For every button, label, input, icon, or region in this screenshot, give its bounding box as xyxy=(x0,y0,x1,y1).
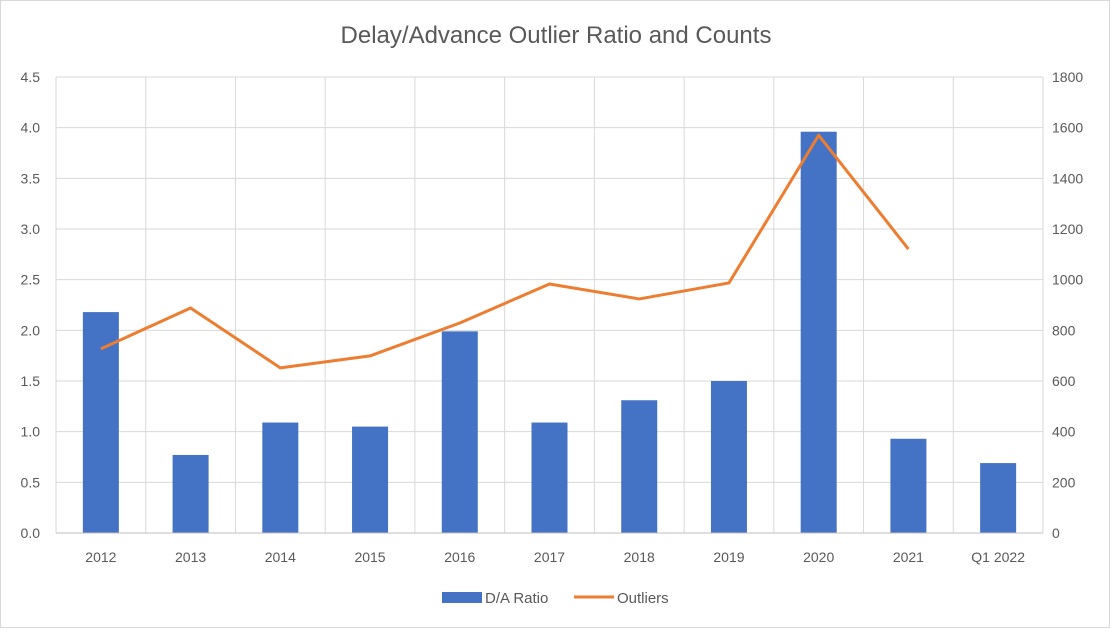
x-tick-label: 2020 xyxy=(803,549,834,565)
y-left-tick-label: 2.0 xyxy=(21,322,41,338)
bar-2019 xyxy=(711,381,747,533)
y-right-tick-label: 0 xyxy=(1052,525,1060,541)
y-right-tick-label: 200 xyxy=(1052,474,1076,490)
y-right-tick-label: 1800 xyxy=(1052,69,1083,85)
y-right-tick-label: 400 xyxy=(1052,424,1076,440)
bar-2015 xyxy=(352,427,388,533)
x-tick-label: 2013 xyxy=(175,549,206,565)
y-left-tick-label: 4.5 xyxy=(21,69,41,85)
bar-2014 xyxy=(262,423,298,533)
chart-title: Delay/Advance Outlier Ratio and Counts xyxy=(341,22,772,49)
y-left-tick-label: 0.0 xyxy=(21,525,41,541)
bar-2018 xyxy=(621,400,657,533)
legend-label-outliers: Outliers xyxy=(617,590,669,607)
y-right-tick-label: 1400 xyxy=(1052,170,1083,186)
y-left-tick-label: 4.0 xyxy=(21,120,41,136)
x-tick-label: 2016 xyxy=(444,549,475,565)
y-left-tick-label: 1.0 xyxy=(21,424,41,440)
x-tick-label: 2014 xyxy=(265,549,296,565)
x-tick-label: 2015 xyxy=(354,549,385,565)
x-tick-label: 2012 xyxy=(85,549,116,565)
bar-2013 xyxy=(173,455,209,533)
bar-2017 xyxy=(532,423,568,533)
x-tick-label: 2021 xyxy=(893,549,924,565)
bar-2016 xyxy=(442,331,478,533)
x-tick-label: 2019 xyxy=(713,549,744,565)
x-tick-label: 2017 xyxy=(534,549,565,565)
bar-2012 xyxy=(83,312,119,533)
y-right-tick-label: 1200 xyxy=(1052,221,1083,237)
y-right-tick-label: 1000 xyxy=(1052,272,1083,288)
y-right-tick-label: 800 xyxy=(1052,322,1076,338)
y-left-tick-label: 2.5 xyxy=(21,272,41,288)
y-left-tick-label: 0.5 xyxy=(21,474,41,490)
y-left-tick-label: 1.5 xyxy=(21,373,41,389)
x-tick-label: Q1 2022 xyxy=(971,549,1025,565)
bar-q1-2022 xyxy=(980,463,1016,533)
y-left-tick-label: 3.5 xyxy=(21,170,41,186)
bar-2020 xyxy=(801,132,837,533)
legend-swatch-da-ratio xyxy=(442,592,482,603)
y-right-tick-label: 600 xyxy=(1052,373,1076,389)
y-left-tick-label: 3.0 xyxy=(21,221,41,237)
legend-label-da-ratio: D/A Ratio xyxy=(485,590,548,607)
bar-series xyxy=(83,132,1016,533)
x-tick-label: 2018 xyxy=(624,549,655,565)
legend: D/A Ratio Outliers xyxy=(442,590,669,607)
bar-2021 xyxy=(890,439,926,533)
y-right-tick-label: 1600 xyxy=(1052,120,1083,136)
